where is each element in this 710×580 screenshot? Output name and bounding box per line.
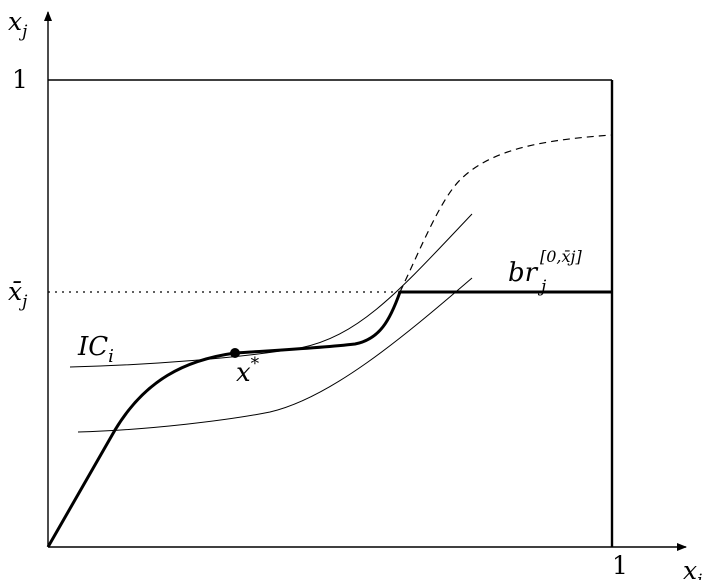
dashed-best-response [399,134,613,293]
constrained-best-response [46,290,612,548]
y-axis-label: xj [8,7,28,42]
xbar-label: x̄j [8,277,28,312]
best-response-label: br [508,258,539,288]
indifference-curve-label: ICi [77,332,114,367]
x-axis-label: xi [683,556,703,580]
indifference-curve-lower [77,277,473,433]
best-response-label-sup: [0,x̄j] [540,247,582,266]
x-tick-1: 1 [612,551,628,580]
equilibrium-label: x* [236,354,260,388]
y-tick-1: 1 [12,65,28,94]
best-response-label-sub: j [537,277,547,297]
equilibrium-point [230,348,240,358]
